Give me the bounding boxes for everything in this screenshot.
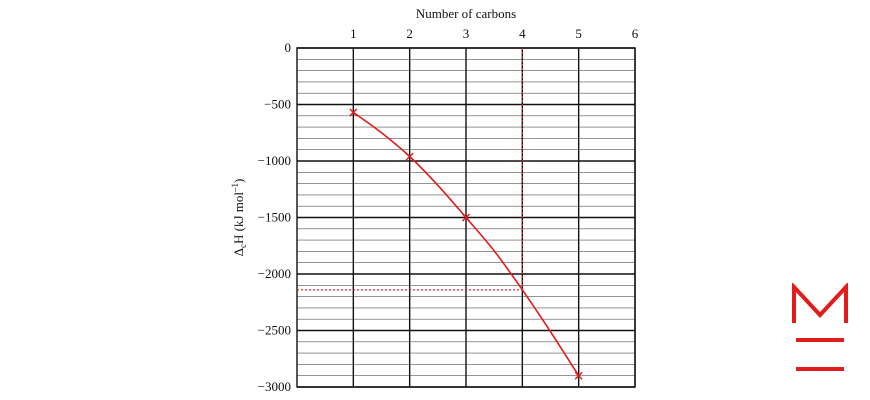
x-tick-label: 3 <box>463 26 470 41</box>
m-logo <box>792 283 848 371</box>
y-tick-label: −1500 <box>258 210 291 225</box>
marker-stroke <box>405 152 414 161</box>
x-tick-label: 4 <box>519 26 526 41</box>
data-point-marker <box>405 152 414 161</box>
x-tick-label: 2 <box>406 26 413 41</box>
y-tick-label: −1000 <box>258 153 291 168</box>
x-axis-title: Number of carbons <box>416 6 516 21</box>
x-tick-label: 1 <box>350 26 357 41</box>
x-tick-label: 6 <box>632 26 639 41</box>
x-tick-label: 5 <box>575 26 582 41</box>
y-axis-title-superscript: –1 <box>230 183 240 193</box>
y-tick-label: 0 <box>285 40 292 55</box>
y-axis-title: ΔcH (kJ mol–1) <box>230 179 248 257</box>
annotation-lines <box>297 48 523 291</box>
logo-bar-bottom <box>796 367 844 371</box>
y-axis-title-delta: Δ <box>231 248 246 256</box>
plot-frame <box>296 47 636 388</box>
y-tick-label: −3000 <box>258 379 291 394</box>
logo-bar-top <box>796 338 844 342</box>
y-axis-title-close: ) <box>231 179 246 183</box>
x-tick-labels: 1 2 3 4 5 6 <box>350 26 639 41</box>
plot-border <box>296 47 636 388</box>
data-point-marker <box>349 108 358 117</box>
y-tick-label: −2500 <box>258 323 291 338</box>
data-point-marker <box>574 371 583 380</box>
logo-m-letter <box>792 283 848 323</box>
y-axis-title-subscript: c <box>238 244 248 248</box>
y-axis-title-main: H (kJ mol <box>231 192 246 244</box>
data-point-marker <box>462 213 470 222</box>
y-tick-label: −500 <box>264 97 291 112</box>
y-tick-label: −2000 <box>258 266 291 281</box>
marker-stroke <box>462 213 470 222</box>
marker-stroke <box>574 371 583 380</box>
marker-stroke <box>349 108 358 117</box>
series-group <box>349 108 583 380</box>
y-tick-labels: 0 −500 −1000 −1500 −2000 −2500 −3000 <box>258 40 291 394</box>
